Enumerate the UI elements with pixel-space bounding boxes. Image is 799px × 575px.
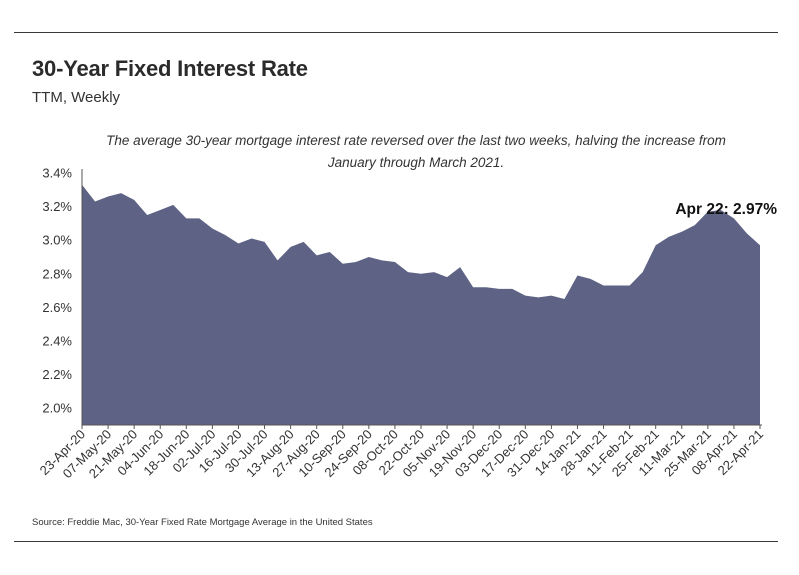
page-title: 30-Year Fixed Interest Rate [32, 56, 308, 81]
y-tick-label: 2.0% [42, 401, 72, 416]
bottom-rule [14, 541, 778, 542]
rate-area-series [82, 184, 760, 425]
last-value-callout: Apr 22: 2.97% [675, 201, 777, 218]
y-axis: 2.0% 2.2% 2.4% 2.6% 2.8% 3.0% 3.2% 3.4% [42, 166, 72, 416]
y-tick-label: 2.8% [42, 266, 72, 281]
top-rule [14, 32, 778, 33]
y-tick-label: 2.4% [42, 334, 72, 349]
x-axis: 23-Apr-2007-May-2021-May-2004-Jun-2018-J… [37, 425, 766, 481]
y-tick-label: 2.2% [42, 367, 72, 382]
y-tick-label: 3.4% [42, 166, 72, 181]
source-note: Source: Freddie Mac, 30-Year Fixed Rate … [32, 517, 373, 528]
chart-annotation-note: The average 30-year mortgage interest ra… [106, 133, 726, 170]
interest-rate-area-chart: 2.0% 2.2% 2.4% 2.6% 2.8% 3.0% 3.2% 3.4% 23-Apr-… [37, 166, 778, 482]
y-tick-label: 2.6% [42, 300, 72, 315]
y-tick-label: 3.0% [42, 233, 72, 248]
page-subtitle: TTM, Weekly [32, 89, 121, 106]
y-tick-label: 3.2% [42, 199, 72, 214]
